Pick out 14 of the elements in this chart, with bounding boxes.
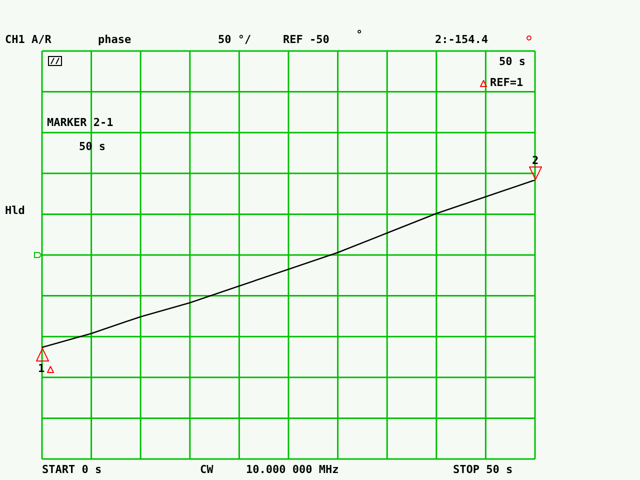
text: 2:-154.4	[435, 33, 488, 46]
text: 50 s	[499, 55, 526, 68]
text: MARKER 2-1	[47, 116, 114, 129]
text: REF -50	[283, 33, 330, 46]
text: START 0 s	[42, 463, 102, 476]
text: 10.000 000 MHz	[246, 463, 339, 476]
text: CH1 A/R	[5, 33, 52, 46]
text: 50 °/	[218, 33, 252, 46]
text: STOP 50 s	[453, 463, 513, 476]
text: CW	[200, 463, 214, 476]
text: °	[356, 28, 363, 41]
text: REF=1	[490, 76, 524, 89]
text: Hld	[5, 204, 25, 217]
text: phase	[98, 33, 132, 46]
